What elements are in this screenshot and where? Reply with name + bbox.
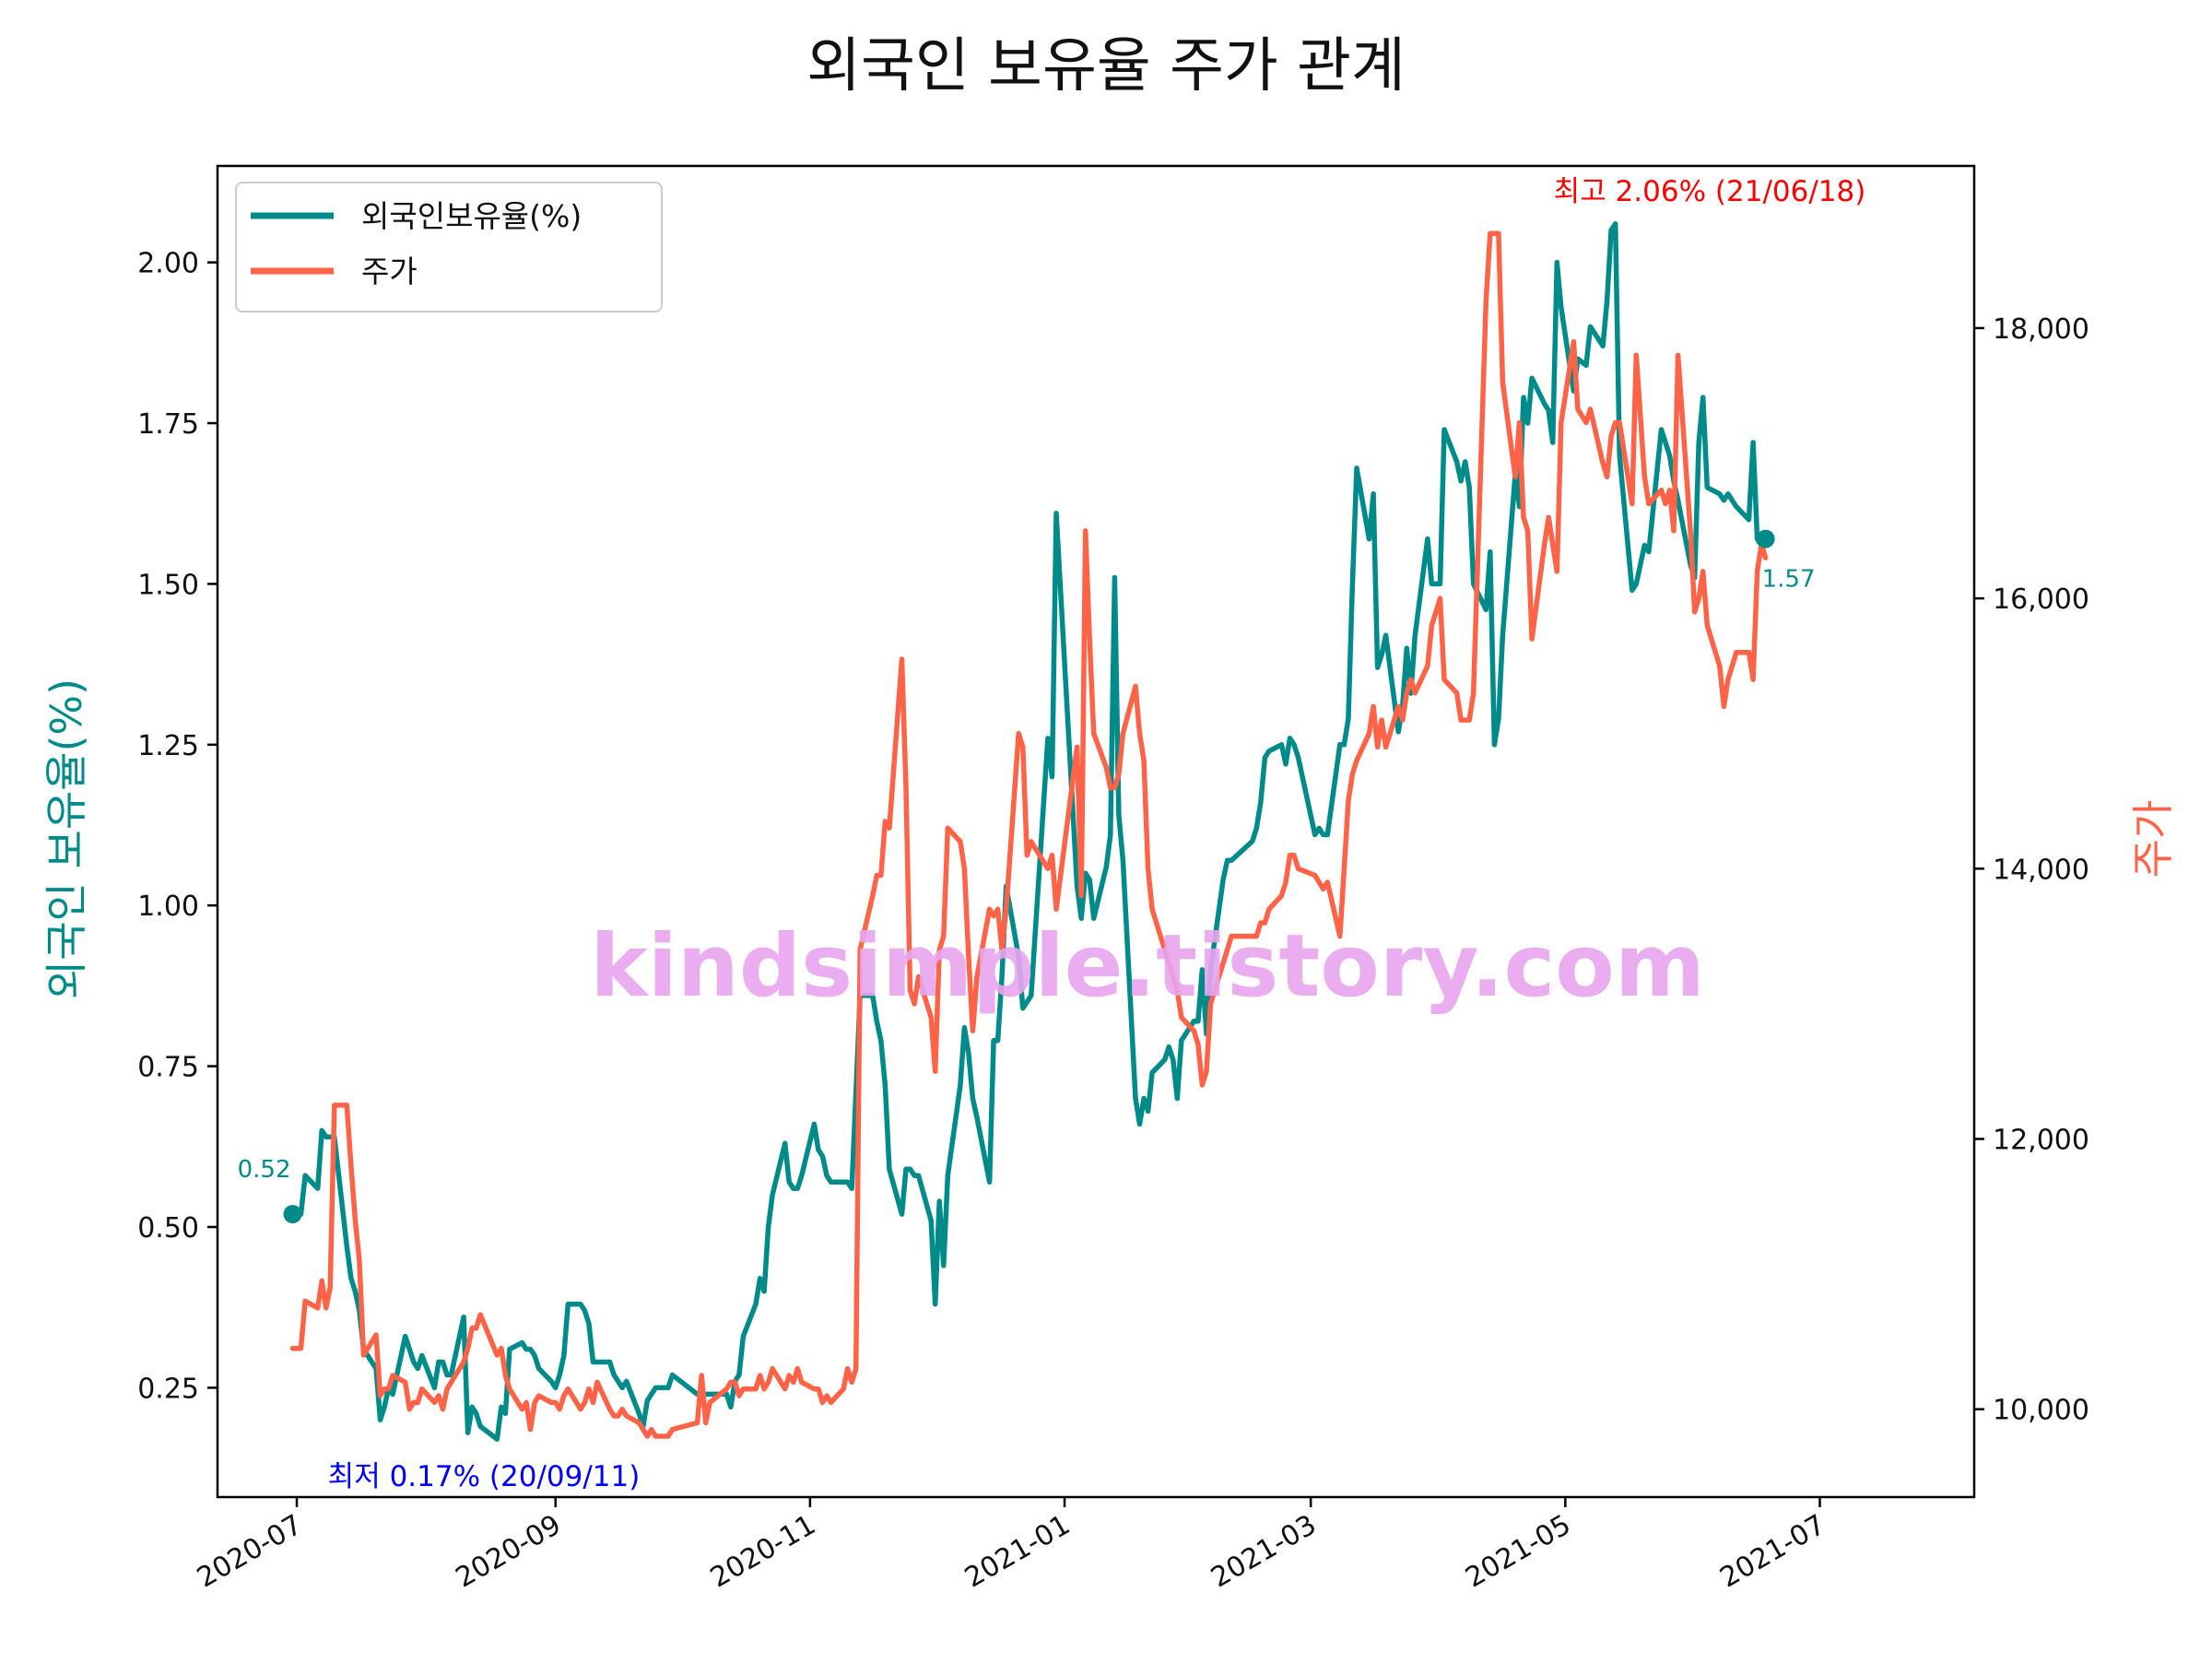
chart-title: 외국인 보유율 주가 관계 xyxy=(806,32,1406,100)
y-left-tick-label: 1.00 xyxy=(137,890,199,923)
legend: 외국인보유율(%) 주가 xyxy=(235,182,663,313)
legend-label-price: 주가 xyxy=(361,254,418,289)
y-right-tick-label: 18,000 xyxy=(1993,313,2089,346)
y-right-tick-label: 10,000 xyxy=(1993,1395,2089,1427)
y-right-tick-label: 12,000 xyxy=(1993,1125,2089,1157)
legend-label-foreign-ratio: 외국인보유율(%) xyxy=(361,198,582,234)
y-left-tick-label: 1.50 xyxy=(137,569,199,601)
y-left-tick-group: 0.25 0.50 0.75 1.00 1.25 1.50 1.75 2.00 xyxy=(137,248,218,1405)
min-annotation: 최저 0.17% (20/09/11) xyxy=(328,1460,641,1493)
y-left-tick-label: 0.50 xyxy=(137,1212,199,1244)
end-point-marker xyxy=(1756,529,1775,548)
series-line-foreign-ratio xyxy=(289,221,1769,1442)
legend-box xyxy=(235,182,663,313)
end-value-label: 1.57 xyxy=(1762,566,1816,594)
y-left-tick-label: 0.75 xyxy=(137,1052,199,1084)
y-left-tick-label: 2.00 xyxy=(137,248,199,280)
watermark-text: kindsimple.tistory.com xyxy=(590,916,1705,1017)
y-right-tick-label: 14,000 xyxy=(1993,854,2089,886)
y-left-tick-label: 0.25 xyxy=(137,1373,199,1405)
max-annotation: 최고 2.06% (21/06/18) xyxy=(1554,175,1866,208)
annotation-group: 0.52 1.57 최고 2.06% (21/06/18) 최저 0.17% (20/… xyxy=(238,175,1866,1493)
y-right-tick-label: 16,000 xyxy=(1993,584,2089,616)
y-left-tick-label: 1.25 xyxy=(137,730,199,762)
plot-lines xyxy=(283,221,1775,1442)
y-axis-left-label: 외국인 보유율(%) xyxy=(41,678,91,999)
y-right-tick-group: 10,000 12,000 14,000 16,000 18,000 xyxy=(1974,313,2089,1427)
start-value-label: 0.52 xyxy=(238,1156,291,1184)
start-point-marker xyxy=(283,1205,302,1224)
series-line-price xyxy=(289,230,1769,1439)
y-axis-right-label: 주가 xyxy=(2128,800,2178,879)
plot-frame xyxy=(216,164,1976,1499)
y-left-tick-label: 1.75 xyxy=(137,408,199,441)
